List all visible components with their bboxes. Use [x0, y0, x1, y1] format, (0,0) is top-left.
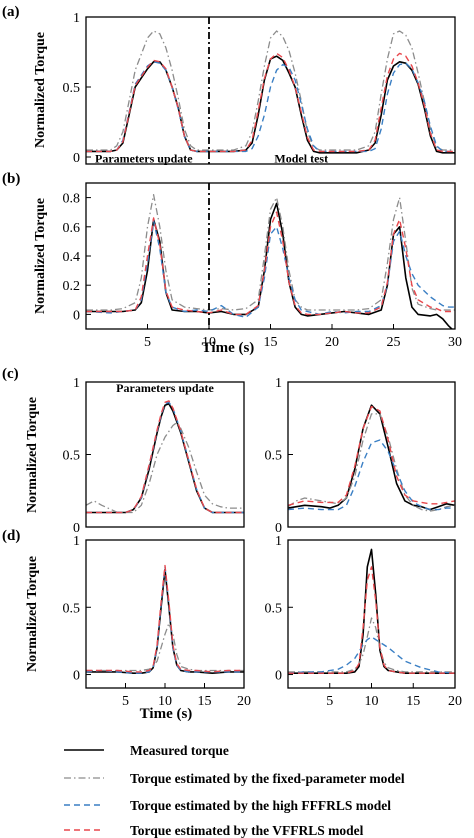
- legend-entry-ffrls: Torque estimated by the high FFFRLS mode…: [64, 798, 391, 813]
- series-group: [86, 194, 455, 329]
- x-tick-label: 15: [264, 335, 278, 350]
- legend-label-vffrls: Torque estimated by the VFFRLS model: [130, 823, 364, 838]
- y-tick-label: 0: [73, 151, 80, 166]
- x-tick-label: 5: [326, 694, 333, 709]
- series-line-ffrls: [86, 220, 455, 318]
- legend-label-measured: Measured torque: [130, 743, 229, 758]
- x-tick-label: 10: [365, 694, 379, 709]
- x-tick-label: 15: [198, 694, 212, 709]
- series-line-fixed: [86, 622, 244, 672]
- legend-entry-vffrls: Torque estimated by the VFFRLS model: [64, 823, 364, 838]
- series-line-fixed: [288, 413, 455, 512]
- x-tick-label: 5: [144, 335, 151, 350]
- y-tick-label: 0.6: [63, 221, 81, 236]
- axes-frame: [85, 381, 245, 528]
- y-tick-label: 0: [73, 308, 80, 323]
- series-line-measured: [86, 402, 244, 514]
- legend-entry-fixed: Torque estimated by the fixed-parameter …: [64, 771, 405, 786]
- panel-label: (a): [2, 4, 20, 20]
- chart-panel-5: 00.515 10 15 20: [265, 534, 463, 709]
- y-tick-label: 0.5: [63, 81, 81, 96]
- series-line-measured: [288, 404, 455, 511]
- series-line-ffrls: [288, 439, 455, 511]
- panel-label: (d): [2, 528, 20, 544]
- y-axis-label: Normalized Torque: [25, 556, 40, 672]
- series-group: [288, 548, 455, 675]
- chart-panel-1: 0 0.2 0.4 0.6 0.8 5 10 15 20 25 30 (b) Normalized To…: [2, 171, 462, 356]
- legend: Measured torque Torque estimated by the …: [64, 743, 405, 838]
- series-line-vffrls: [86, 211, 455, 316]
- axes-frame: [85, 539, 245, 689]
- series-line-fixed: [86, 30, 455, 151]
- x-axis-label: Time (s): [140, 706, 193, 722]
- series-line-vffrls: [288, 405, 455, 506]
- x-tick-label: 30: [448, 335, 462, 350]
- series-line-vffrls: [86, 52, 455, 153]
- y-tick-label: 1: [275, 376, 282, 391]
- x-tick-label: 10: [158, 694, 172, 709]
- legend-label-fixed: Torque estimated by the fixed-parameter …: [130, 771, 405, 786]
- annotation-label: Parameters update: [95, 152, 193, 166]
- y-axis-label: Normalized Torque: [33, 32, 48, 148]
- y-tick-label: 1: [73, 11, 80, 26]
- series-group: [86, 30, 455, 154]
- y-tick-label: 0.8: [63, 192, 81, 207]
- y-tick-label: 0: [275, 669, 282, 684]
- y-tick-label: 0.5: [63, 449, 81, 464]
- chart-panel-0: 0 0.5 1 Parameters update Model test (a) Norma…: [2, 4, 456, 166]
- panel-label: (c): [2, 366, 19, 382]
- y-tick-label: 0.5: [63, 601, 81, 616]
- axes-frame: [85, 16, 456, 165]
- chart-panel-2: 0 0.5 1 Parameters update (c) Normalized Torq…: [2, 366, 245, 536]
- y-tick-label: 0.5: [265, 601, 283, 616]
- axes-frame: [85, 182, 456, 330]
- series-line-vffrls: [288, 566, 455, 674]
- x-tick-label: 5: [122, 694, 129, 709]
- series-line-vffrls: [86, 564, 244, 673]
- series-group: [86, 564, 244, 675]
- series-line-fixed: [86, 194, 455, 311]
- series-line-fixed: [86, 421, 244, 514]
- y-tick-label: 1: [73, 376, 80, 391]
- annotation-label: Parameters update: [116, 381, 214, 395]
- y-tick-label: 0: [73, 521, 80, 536]
- x-tick-label: 10: [202, 335, 216, 350]
- series-group: [288, 404, 455, 512]
- y-tick-label: 0.4: [63, 250, 81, 265]
- panel-label: (b): [2, 171, 20, 187]
- legend-entry-measured: Measured torque: [64, 743, 229, 758]
- x-tick-label: 20: [237, 694, 251, 709]
- axes-frame: [287, 539, 456, 689]
- y-tick-label: 0: [73, 669, 80, 684]
- x-tick-label: 15: [406, 694, 420, 709]
- y-axis-label: Normalized Torque: [25, 397, 40, 513]
- y-tick-label: 0: [275, 521, 282, 536]
- x-tick-label: 25: [387, 335, 401, 350]
- series-group: [86, 400, 244, 514]
- series-line-fixed: [288, 617, 455, 673]
- x-axis-label: Time (s): [202, 340, 255, 356]
- series-line-ffrls: [86, 566, 244, 674]
- series-line-ffrls: [288, 636, 455, 674]
- y-tick-label: 0.5: [265, 449, 283, 464]
- y-tick-label: 0.2: [63, 279, 81, 294]
- series-line-ffrls: [86, 401, 244, 514]
- series-line-vffrls: [86, 400, 244, 514]
- legend-label-ffrls: Torque estimated by the high FFFRLS mode…: [130, 798, 391, 813]
- x-tick-label: 20: [448, 694, 462, 709]
- x-tick-label: 20: [325, 335, 339, 350]
- y-tick-label: 1: [275, 534, 282, 549]
- y-axis-label: Normalized Torque: [33, 198, 48, 314]
- series-line-ffrls: [86, 61, 455, 153]
- series-line-measured: [86, 55, 455, 154]
- series-line-measured: [86, 568, 244, 675]
- chart-panel-3: 00.51: [265, 376, 456, 536]
- y-tick-label: 1: [73, 534, 80, 549]
- annotation-label: Model test: [274, 152, 328, 166]
